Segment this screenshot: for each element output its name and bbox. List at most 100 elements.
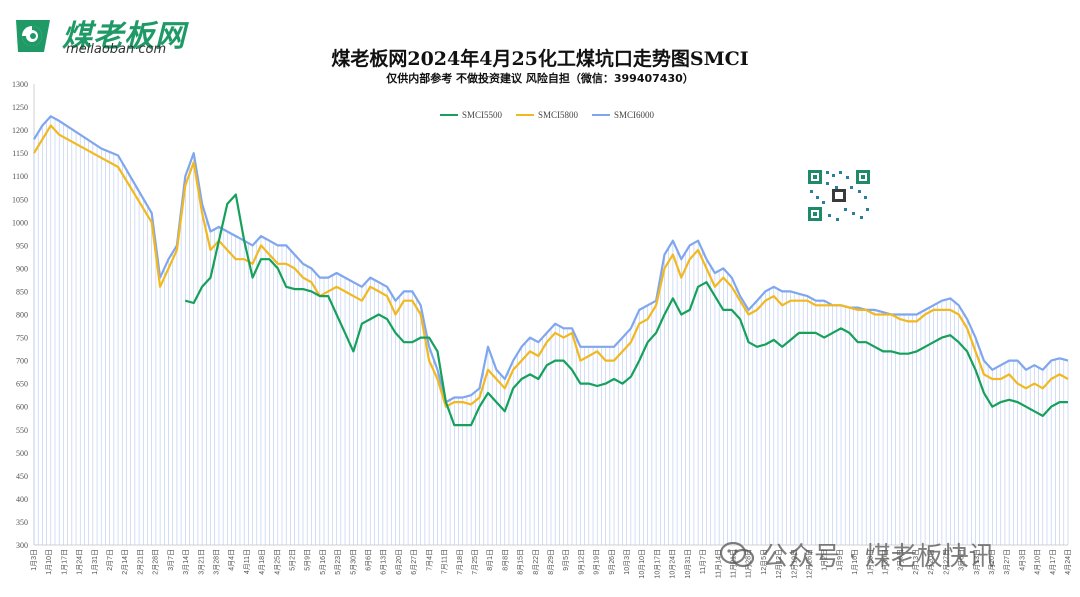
site-logo[interactable]: 煤老板网 meilaoban·com: [10, 12, 220, 57]
x-tick-label: 5月16日: [319, 549, 327, 575]
y-tick-label: 600: [16, 403, 28, 412]
legend-item: SMCI5500: [440, 110, 502, 120]
x-tick-label: 4月18日: [258, 549, 266, 575]
qr-code-icon: [806, 168, 872, 223]
y-tick-label: 1300: [12, 80, 28, 89]
x-tick-label: 5月23日: [334, 549, 342, 575]
x-tick-label: 2月27日: [942, 549, 950, 575]
legend-label: SMCI5800: [538, 110, 579, 120]
legend-item: SMCI6000: [592, 110, 654, 120]
legend-label: SMCI5500: [462, 110, 503, 120]
x-tick-label: 7月11日: [441, 549, 449, 574]
x-tick-label: 5月2日: [289, 549, 297, 571]
y-tick-label: 1150: [12, 149, 28, 158]
y-tick-label: 900: [16, 264, 28, 273]
chart-subtitle: 仅供内部参考 不做投资建议 风险自担（微信：399407430）: [386, 72, 694, 85]
logo-name: 煤老板网: [62, 19, 186, 54]
x-tick-label: 10月3日: [623, 549, 631, 575]
x-tick-label: 3月13日: [973, 549, 981, 575]
x-tick-label: 1月10日: [45, 549, 53, 575]
series-line-smci5800: [33, 124, 1069, 408]
chart-legend: SMCI5500 SMCI5800 SMCI6000: [440, 110, 654, 120]
y-tick-label: 700: [16, 357, 28, 366]
y-tick-label: 1000: [12, 218, 28, 227]
x-tick-label: 11月7日: [699, 549, 707, 574]
x-tick-label: 2月20日: [927, 549, 935, 575]
series-line-smci5500: [185, 193, 1068, 427]
x-tick-label: 1月30日: [882, 549, 890, 575]
x-tick-label: 3月6日: [958, 549, 966, 571]
x-tick-label: 12月26日: [806, 549, 814, 579]
x-tick-label: 8月8日: [501, 549, 509, 571]
x-tick-label: 4月17日: [1049, 549, 1057, 575]
x-tick-label: 1月23日: [866, 549, 874, 575]
x-tick-label: 12月5日: [760, 549, 768, 575]
x-tick-label: 1月17日: [60, 549, 68, 575]
x-tick-label: 1月2日: [821, 549, 829, 571]
x-tick-label: 3月20日: [988, 549, 996, 575]
x-tick-label: 9月26日: [608, 549, 616, 575]
x-tick-label: 1月9日: [836, 549, 844, 571]
x-tick-label: 3月28日: [212, 549, 220, 575]
x-tick-label: 2月28日: [152, 549, 160, 575]
wechat-icon: [720, 541, 754, 567]
legend-swatch: [592, 114, 611, 116]
x-tick-label: 1月16日: [851, 549, 859, 575]
y-tick-label: 400: [16, 495, 28, 504]
x-tick-label: 8月22日: [532, 549, 540, 575]
y-tick-label: 1050: [12, 195, 28, 204]
y-tick-label: 1200: [12, 126, 28, 135]
x-tick-label: 6月20日: [395, 549, 403, 575]
x-tick-label: 3月14日: [182, 549, 190, 575]
watermark: 公众号 · 煤老板快讯: [720, 536, 995, 573]
logo-mark-icon: [16, 20, 50, 52]
x-tick-label: 12月19日: [790, 549, 798, 579]
x-tick-label: 3月21日: [197, 549, 205, 575]
y-tick-label: 800: [16, 311, 28, 320]
legend-swatch: [440, 114, 458, 116]
x-tick-label: 7月4日: [425, 549, 433, 571]
x-tick-label: 10月24日: [669, 549, 677, 579]
y-tick-label: 1100: [12, 172, 28, 181]
logo-site: meilaoban·com: [66, 42, 167, 57]
y-tick-label: 650: [16, 380, 28, 389]
x-tick-label: 1月24日: [76, 549, 84, 575]
x-tick-label: 3月27日: [1003, 549, 1011, 575]
x-tick-label: 8月15日: [517, 549, 525, 575]
x-tick-label: 9月19日: [593, 549, 601, 575]
watermark-text: 公众号 · 煤老板快讯: [762, 542, 995, 572]
x-tick-label: 9月12日: [577, 549, 585, 575]
x-tick-label: 4月25日: [273, 549, 281, 575]
chart-title: 煤老板网2024年4月25化工煤坑口走势图SMCI: [331, 48, 749, 70]
x-tick-label: 1月3日: [30, 549, 38, 571]
x-tick-label: 6月6日: [365, 549, 373, 571]
x-tick-label: 4月3日: [1018, 549, 1026, 571]
y-tick-label: 500: [16, 449, 28, 458]
x-tick-label: 9月5日: [562, 549, 570, 571]
x-tick-label: 10月17日: [653, 549, 661, 579]
x-tick-label: 7月25日: [471, 549, 479, 575]
series-line-smci6000: [33, 115, 1069, 404]
y-tick-label: 950: [16, 241, 28, 250]
y-tick-label: 350: [16, 518, 28, 527]
x-tick-label: 8月29日: [547, 549, 555, 575]
x-tick-label: 2月14日: [121, 549, 129, 575]
x-tick-label: 6月13日: [380, 549, 388, 575]
y-tick-label: 550: [16, 426, 28, 435]
legend-label: SMCI6000: [614, 110, 655, 120]
x-tick-label: 4月4日: [228, 549, 236, 571]
x-tick-label: 4月24日: [1064, 549, 1072, 575]
x-tick-label: 12月12日: [775, 549, 783, 579]
x-tick-label: 5月30日: [349, 549, 357, 575]
x-tick-label: 4月10日: [1034, 549, 1042, 575]
x-tick-label: 6月27日: [410, 549, 418, 575]
x-tick-label: 11月14日: [714, 549, 722, 578]
x-tick-label: 10月10日: [638, 549, 646, 579]
x-tick-label: 7月18日: [456, 549, 464, 575]
x-tick-label: 4月11日: [243, 549, 251, 574]
x-tick-label: 8月1日: [486, 549, 494, 571]
y-tick-label: 750: [16, 334, 28, 343]
x-tick-label: 1月31日: [91, 549, 99, 575]
y-tick-label: 850: [16, 287, 28, 296]
